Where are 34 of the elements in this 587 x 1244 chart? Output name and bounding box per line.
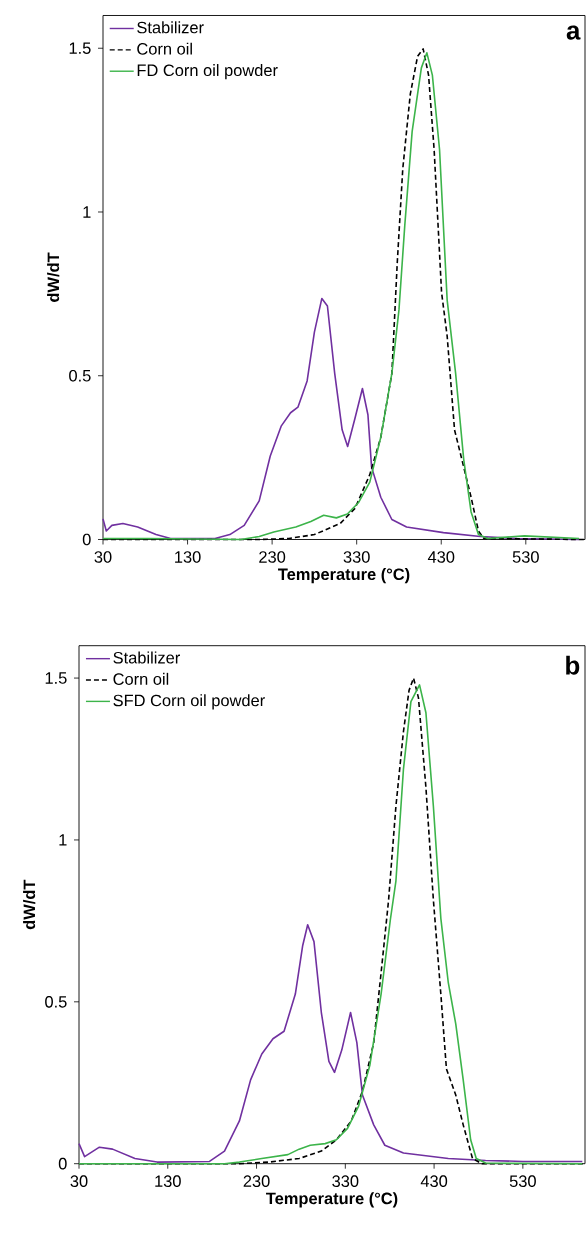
y-tick-label: 0 (82, 533, 91, 546)
y-tick-label: 0 (58, 1157, 67, 1170)
x-tick-label: 530 (509, 1175, 536, 1188)
x-tick-label: 430 (427, 551, 455, 563)
y-tick-label: 0.5 (69, 369, 91, 382)
legend-label: Stabilizer (137, 21, 204, 34)
x-tick-label: 230 (243, 1175, 270, 1188)
y-tick-label: 1.5 (45, 672, 67, 684)
annotation: a (566, 25, 581, 40)
x-tick-label: 30 (70, 1175, 88, 1188)
legend-label: Corn oil (137, 42, 192, 55)
x-tick-label: 130 (155, 1175, 181, 1188)
x-tick-label: 130 (175, 551, 201, 563)
x-tick-label: 30 (94, 551, 112, 563)
y-tick-label: 1.5 (69, 42, 91, 54)
x-axis-title: Temperature (°C) (266, 1192, 398, 1208)
x-tick-label: 330 (332, 1175, 359, 1188)
legend-label: Stabilizer (113, 651, 180, 664)
line-series (78, 923, 584, 1163)
x-tick-label: 430 (420, 1175, 448, 1188)
x-tick-label: 230 (259, 551, 286, 563)
y-axis-title: dW/dT (23, 879, 36, 930)
line-series (102, 297, 580, 541)
y-tick-label: 1 (83, 206, 91, 218)
x-tick-label: 330 (343, 551, 370, 563)
annotation: b (566, 655, 580, 675)
x-axis-title: Temperature (°C) (278, 567, 410, 584)
legend-label: Corn oil (113, 672, 169, 685)
y-tick-label: 0.5 (45, 996, 67, 1008)
x-tick-label: 530 (512, 551, 539, 563)
legend-label: FD Corn oil powder (137, 64, 278, 80)
y-tick-label: 1 (59, 834, 67, 846)
y-axis-title: dW/dT (47, 252, 60, 302)
legend-label: SFD Corn oil powder (113, 694, 265, 710)
